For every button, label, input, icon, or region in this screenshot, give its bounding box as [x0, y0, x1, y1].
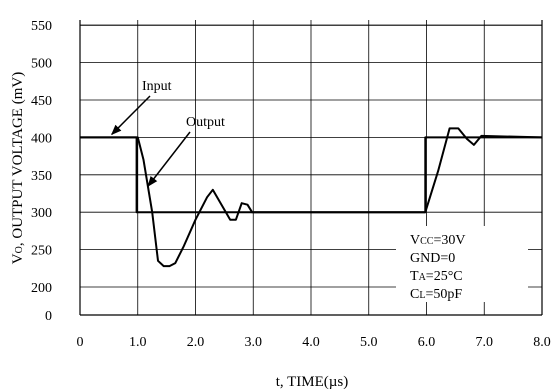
y-tick-label: 450	[31, 94, 52, 109]
x-tick-label: 4.0	[302, 335, 320, 350]
condition-cl: CL=50pF	[410, 287, 462, 302]
y-tick-label: 550	[31, 19, 52, 34]
y-tick-label: 500	[31, 57, 52, 72]
condition-vcc: VCC=30V	[410, 233, 465, 248]
x-tick-label: 2.0	[187, 335, 205, 350]
x-tick-label: 0	[77, 335, 84, 350]
annotations: Input Output	[111, 79, 225, 187]
annotation-input-label: Input	[142, 79, 172, 94]
y-tick-label: 0	[45, 309, 52, 324]
x-tick-label: 1.0	[129, 335, 147, 350]
tick-labels: 0 1.0 2.0 3.0 4.0 5.0 6.0 7.0 8.0 0 200 250 300 350 40…	[31, 19, 551, 350]
y-axis-title: VO, OUTPUT VOLTAGE (mV)	[10, 72, 26, 264]
x-axis-title: t, TIME(µs)	[276, 374, 349, 390]
annotation-output-label: Output	[186, 115, 225, 130]
annotation-output-arrow	[147, 131, 191, 187]
y-tick-label: 350	[31, 169, 52, 184]
y-tick-label: 400	[31, 131, 52, 146]
series	[80, 127, 543, 268]
x-tick-label: 6.0	[418, 335, 436, 350]
y-tick-label: 250	[31, 244, 52, 259]
annotation-input-arrow	[111, 95, 151, 136]
conditions-box	[396, 226, 528, 302]
y-tick-label: 200	[31, 281, 52, 296]
y-tick-label: 300	[31, 206, 52, 221]
x-tick-label: 3.0	[245, 335, 263, 350]
condition-ta: TA=25°C	[410, 269, 463, 284]
x-tick-label: 5.0	[360, 335, 378, 350]
series-output-line	[80, 127, 543, 268]
x-tick-label: 7.0	[476, 335, 494, 350]
x-tick-label: 8.0	[533, 335, 551, 350]
condition-gnd: GND=0	[410, 251, 455, 266]
